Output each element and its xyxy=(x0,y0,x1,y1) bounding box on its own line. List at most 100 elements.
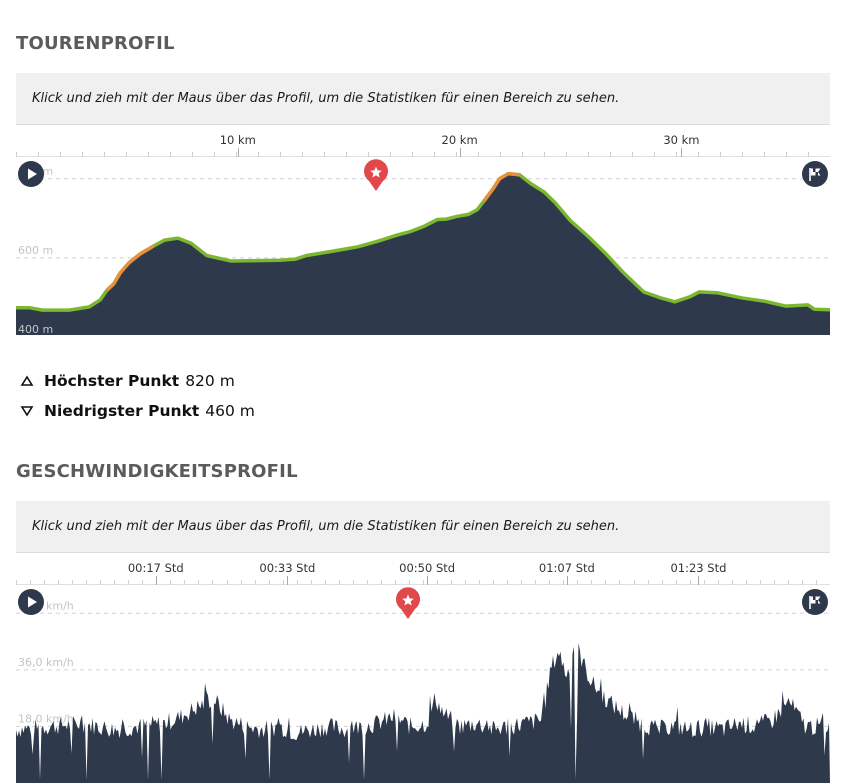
time-major-tick xyxy=(698,576,700,585)
time-tick-label: 00:17 Std xyxy=(127,561,184,575)
speed-hint-text: Klick und zieh mit der Maus über das Pro… xyxy=(32,519,620,534)
time-minor-tick xyxy=(408,580,410,585)
distance-minor-tick xyxy=(720,152,721,157)
time-minor-tick xyxy=(100,580,102,585)
time-minor-tick xyxy=(352,580,354,585)
distance-minor-tick xyxy=(566,152,567,157)
distance-minor-tick xyxy=(412,152,413,157)
speed-area xyxy=(16,642,830,783)
highlight-marker[interactable] xyxy=(363,159,389,193)
star-pin-icon xyxy=(364,159,388,191)
time-minor-tick xyxy=(703,580,705,585)
time-minor-tick xyxy=(296,580,298,585)
speed-chart-svg[interactable]: 18,0 km/h36,0 km/h54,0 km/h xyxy=(16,585,830,783)
time-minor-tick xyxy=(787,580,789,585)
time-minor-tick xyxy=(394,580,396,585)
distance-minor-tick xyxy=(16,152,17,157)
time-minor-tick xyxy=(240,580,242,585)
tour-hint-box: Klick und zieh mit der Maus über das Pro… xyxy=(16,73,830,125)
start-marker[interactable] xyxy=(18,161,44,187)
time-minor-tick xyxy=(268,580,270,585)
elevation-y-tick-label: 400 m xyxy=(18,323,53,335)
tour-hint-text: Klick und zieh mit der Maus über das Pro… xyxy=(32,91,620,106)
distance-minor-tick xyxy=(60,152,61,157)
highest-point-label: Höchster Punkt xyxy=(44,372,180,390)
time-major-tick xyxy=(287,576,289,585)
time-minor-tick xyxy=(661,580,663,585)
time-minor-tick xyxy=(633,580,635,585)
distance-minor-tick xyxy=(698,152,699,157)
time-minor-tick xyxy=(114,580,116,585)
time-minor-tick xyxy=(479,580,481,585)
time-minor-tick xyxy=(72,580,74,585)
play-icon xyxy=(28,596,37,608)
distance-minor-tick xyxy=(214,152,215,157)
time-minor-tick xyxy=(591,580,593,585)
time-minor-tick xyxy=(16,580,17,585)
finish-marker[interactable] xyxy=(802,161,828,187)
time-tick-label: 00:33 Std xyxy=(259,561,316,575)
distance-minor-tick xyxy=(126,152,127,157)
elevation-steep-segment xyxy=(482,171,520,202)
speed-hint-box: Klick und zieh mit der Maus über das Pro… xyxy=(16,501,830,553)
distance-minor-tick xyxy=(148,152,149,157)
time-minor-tick xyxy=(717,580,719,585)
time-minor-tick xyxy=(254,580,256,585)
tour-profile-title: TOURENPROFIL xyxy=(16,33,175,54)
time-minor-tick xyxy=(128,580,130,585)
distance-minor-tick xyxy=(522,152,523,157)
flag-icon xyxy=(809,168,821,181)
distance-minor-tick xyxy=(170,152,171,157)
distance-minor-tick xyxy=(764,152,765,157)
flag-icon xyxy=(809,596,821,609)
distance-minor-tick xyxy=(676,152,677,157)
time-minor-tick xyxy=(619,580,621,585)
finish-marker-speed[interactable] xyxy=(802,589,828,615)
triangle-down-icon xyxy=(20,406,34,417)
time-minor-tick xyxy=(86,580,88,585)
distance-minor-tick xyxy=(434,152,435,157)
lowest-point-value: 460 m xyxy=(205,402,255,420)
speed-y-tick-label: 36,0 km/h xyxy=(18,656,74,669)
time-major-tick xyxy=(566,576,568,585)
time-minor-tick xyxy=(647,580,649,585)
time-minor-tick xyxy=(212,580,214,585)
distance-major-tick xyxy=(459,148,461,157)
tour-distance-axis: 10 km 20 km 30 km xyxy=(16,127,830,157)
time-minor-tick xyxy=(44,580,46,585)
time-minor-tick xyxy=(226,580,228,585)
time-minor-tick xyxy=(380,580,382,585)
speed-chart[interactable]: 18,0 km/h 36,0 km/h 54,0 km/h xyxy=(16,585,830,783)
elevation-steep-segment xyxy=(105,244,155,292)
distance-minor-tick xyxy=(82,152,83,157)
highest-point-row: Höchster Punkt 820 m xyxy=(20,372,235,390)
time-minor-tick xyxy=(58,580,60,585)
time-minor-tick xyxy=(759,580,761,585)
time-minor-tick xyxy=(170,580,172,585)
speed-profile-title: GESCHWINDIGKEITSPROFIL xyxy=(16,461,298,482)
time-major-tick xyxy=(155,576,157,585)
distance-minor-tick xyxy=(236,152,237,157)
distance-minor-tick xyxy=(280,152,281,157)
time-minor-tick xyxy=(577,580,579,585)
time-tick-label: 01:23 Std xyxy=(670,561,727,575)
time-minor-tick xyxy=(605,580,607,585)
start-marker-speed[interactable] xyxy=(18,589,44,615)
highlight-marker-speed[interactable] xyxy=(395,587,421,621)
distance-tick-label: 30 km xyxy=(663,133,700,147)
distance-minor-tick xyxy=(500,152,501,157)
triangle-up-icon xyxy=(20,375,34,386)
speed-y-tick-label: 18,0 km/h xyxy=(18,712,74,725)
distance-tick-label: 20 km xyxy=(441,133,478,147)
highest-point-value: 820 m xyxy=(185,372,235,390)
time-minor-tick xyxy=(549,580,551,585)
distance-minor-tick xyxy=(544,152,545,157)
distance-minor-tick xyxy=(808,152,809,157)
time-minor-tick xyxy=(745,580,747,585)
time-minor-tick xyxy=(521,580,523,585)
time-minor-tick xyxy=(282,580,284,585)
distance-major-tick xyxy=(237,148,239,157)
time-minor-tick xyxy=(437,580,439,585)
